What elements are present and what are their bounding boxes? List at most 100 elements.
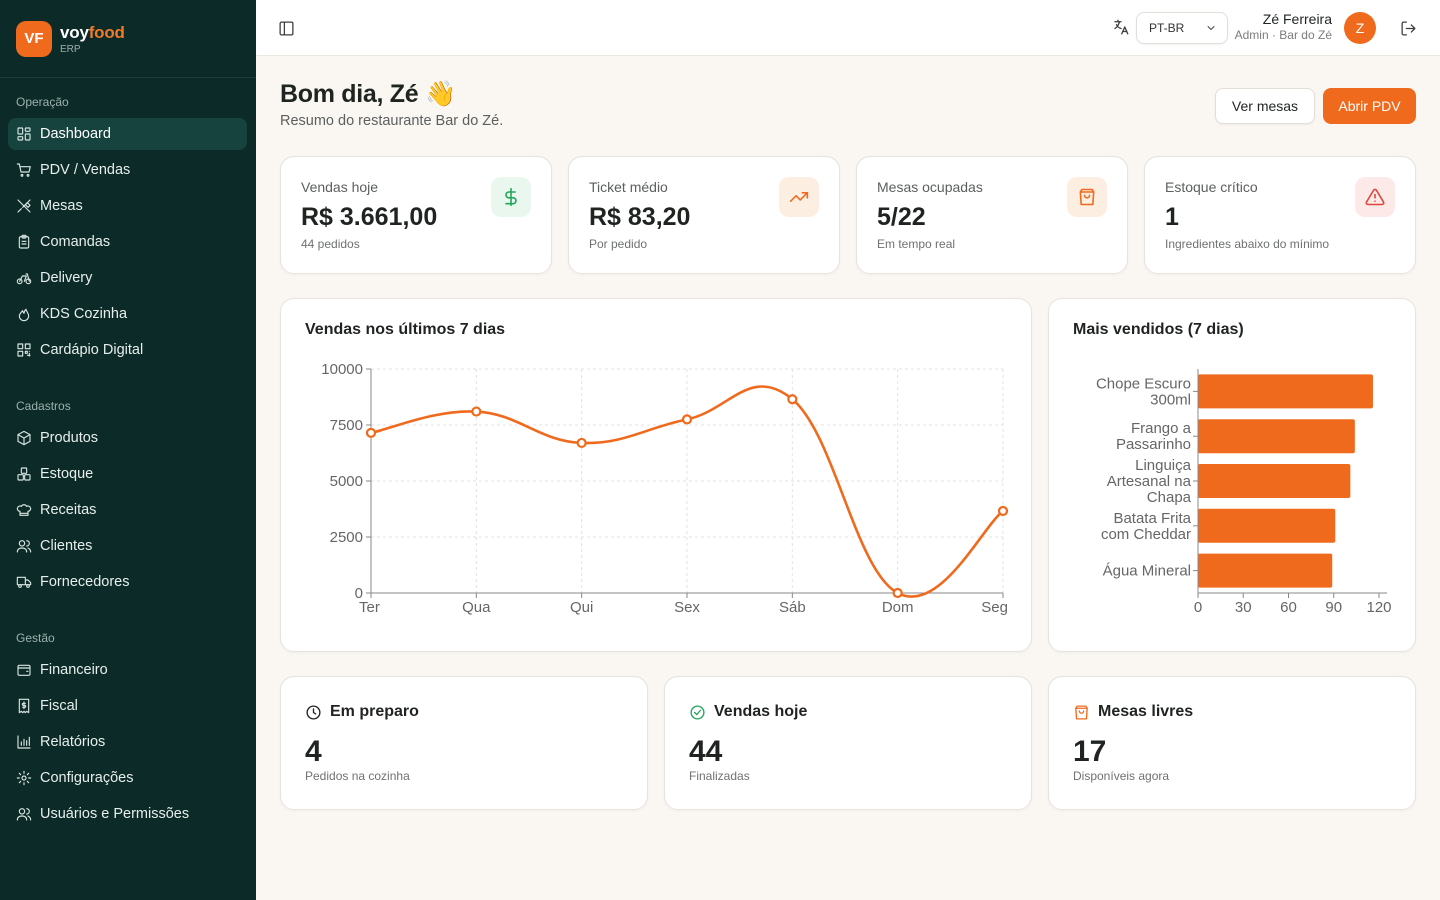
kpi-card-mesas: Mesas ocupadas 5/22 Em tempo real [856, 156, 1128, 274]
x-tick-label: Qui [570, 599, 593, 616]
sidebar-item-label: Relatórios [40, 734, 106, 750]
stat-card-mesas-livres: Mesas livres 17 Disponíveis agora [1048, 676, 1416, 810]
data-point [365, 427, 377, 438]
kpi-card-estoque: Estoque crítico 1 Ingredientes abaixo do… [1144, 156, 1416, 274]
sidebar-item-receitas[interactable]: Receitas [8, 494, 247, 526]
truck-icon [16, 574, 32, 590]
category-label: com Cheddar [1101, 526, 1191, 543]
stat-card-vendas-hoje: Vendas hoje 44 Finalizadas [664, 676, 1032, 810]
bar [1198, 464, 1351, 498]
data-point [576, 437, 587, 449]
stat-header: Mesas livres [1073, 703, 1193, 721]
data-point [787, 394, 798, 405]
topbar: PT-BR Zé Ferreira Admin · Bar do Zé Z [256, 0, 1440, 56]
x-tick-label: 120 [1366, 599, 1391, 616]
stat-title: Vendas hoje [714, 703, 808, 720]
stat-title: Mesas livres [1098, 703, 1194, 720]
kpi-sub: 44 pedidos [301, 237, 360, 251]
sidebar-item-delivery[interactable]: Delivery [8, 262, 247, 294]
brand-name-part2: food [88, 22, 125, 42]
brand-name-part1: voy [60, 22, 89, 42]
nav-section-operacao: Operação [16, 95, 69, 109]
x-tick-label: 60 [1280, 599, 1297, 616]
sidebar-item-label: Usuários e Permissões [40, 806, 190, 822]
kpi-sub: Por pedido [589, 237, 648, 251]
nav-section-cadastros: Cadastros [16, 399, 71, 413]
chef-hat-icon [16, 502, 32, 518]
category-label: Linguiça [1135, 457, 1192, 474]
sidebar-item-label: Comandas [40, 234, 111, 250]
sidebar-toggle-button[interactable] [276, 18, 296, 38]
package-icon [16, 430, 32, 446]
category-label: Água Mineral [1103, 563, 1191, 580]
stat-header: Vendas hoje [689, 703, 807, 721]
kpi-value: 5/22 [877, 203, 926, 231]
sidebar-item-comandas[interactable]: Comandas [8, 226, 247, 258]
sidebar-item-fiscal[interactable]: Fiscal [8, 690, 247, 722]
sidebar-item-cardapio[interactable]: Cardápio Digital [8, 334, 247, 366]
sidebar-item-label: Receitas [40, 502, 97, 518]
trending-up-icon [779, 177, 819, 217]
sidebar-item-relatorios[interactable]: Relatórios [8, 726, 247, 758]
sidebar-item-label: Dashboard [40, 126, 111, 142]
kpi-card-ticket: Ticket médio R$ 83,20 Por pedido [568, 156, 840, 274]
open-pdv-button[interactable]: Abrir PDV [1323, 88, 1416, 124]
shopping-bag-icon [1075, 704, 1088, 720]
stat-header: Em preparo [305, 703, 419, 721]
page-title: Bom dia, Zé 👋 [280, 80, 456, 108]
sidebar-item-fornecedores[interactable]: Fornecedores [8, 566, 247, 598]
chevron-down-icon [1207, 26, 1215, 30]
x-tick-label: Dom [882, 599, 914, 616]
y-tick-label: 2500 [330, 529, 363, 546]
sidebar-item-usuarios[interactable]: Usuários e Permissões [8, 798, 247, 830]
sidebar-item-pdv[interactable]: PDV / Vendas [8, 154, 247, 186]
top-products-card: Mais vendidos (7 dias) Chope Escuro 300ml… [1048, 298, 1416, 652]
language-select-value: PT-BR [1149, 21, 1185, 35]
bar [1198, 553, 1333, 588]
kpi-label: Mesas ocupadas [877, 179, 983, 195]
kpi-value: R$ 3.661,00 [301, 203, 438, 231]
page-subtitle: Resumo do restaurante Bar do Zé. [280, 113, 504, 129]
kpi-value: R$ 83,20 [589, 203, 691, 231]
sidebar-item-label: KDS Cozinha [40, 306, 128, 322]
avatar[interactable]: Z [1344, 12, 1376, 44]
sidebar-item-financeiro[interactable]: Financeiro [8, 654, 247, 686]
bar [1198, 508, 1336, 543]
layout-grid-icon [16, 126, 32, 142]
sidebar-item-mesas[interactable]: Mesas [8, 190, 247, 222]
language-select[interactable]: PT-BR [1136, 12, 1228, 44]
sidebar-item-label: Configurações [40, 770, 134, 786]
clock-icon [306, 704, 321, 720]
sidebar-item-label: Clientes [40, 538, 93, 554]
sidebar-item-label: Fiscal [40, 698, 78, 714]
nav-section-gestao: Gestão [16, 631, 55, 645]
user-name: Zé Ferreira [1262, 11, 1332, 27]
stat-title: Em preparo [330, 703, 419, 720]
stat-value: 4 [305, 735, 322, 768]
category-label: Chope Escuro [1096, 375, 1191, 392]
logout-button[interactable] [1398, 18, 1418, 38]
sidebar-item-label: Mesas [40, 198, 83, 214]
alert-triangle-icon [1355, 177, 1395, 217]
y-tick-label: 5000 [330, 473, 363, 490]
sidebar-item-label: Delivery [40, 270, 93, 286]
sidebar-item-configuracoes[interactable]: Configurações [8, 762, 247, 794]
utensils-icon [16, 198, 32, 214]
wallet-icon [16, 662, 32, 678]
sidebar-item-clientes[interactable]: Clientes [8, 530, 247, 562]
category-label: 300ml [1150, 391, 1191, 408]
kpi-sub: Em tempo real [877, 237, 956, 251]
sidebar-item-produtos[interactable]: Produtos [8, 422, 247, 454]
sidebar-item-dashboard[interactable]: Dashboard [8, 118, 247, 150]
category-label: Artesanal na [1107, 473, 1192, 490]
translate-icon[interactable] [1112, 18, 1132, 38]
view-tables-button[interactable]: Ver mesas [1215, 88, 1315, 124]
panel-left-icon [278, 20, 294, 36]
sidebar-item-label: Cardápio Digital [40, 342, 144, 358]
sales-chart-card: Vendas nos últimos 7 dias 0 2500 5000 7500 1… [280, 298, 1032, 652]
sidebar-item-kds[interactable]: KDS Cozinha [8, 298, 247, 330]
data-point [471, 406, 482, 417]
x-tick-label: Ter [359, 599, 380, 616]
sidebar-item-estoque[interactable]: Estoque [8, 458, 247, 490]
